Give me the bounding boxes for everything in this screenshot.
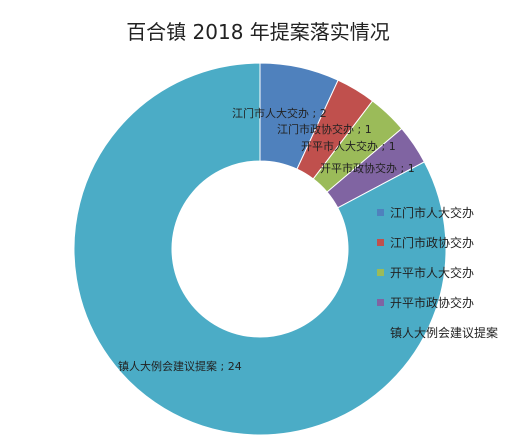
legend-swatch-2 (377, 239, 384, 246)
legend-swatch-1 (377, 209, 384, 216)
legend-label-1: 江门市人大交办 (390, 205, 474, 220)
legend-swatch-5 (377, 329, 384, 336)
data-label-2: 江门市政协交办 ; 1 (277, 122, 372, 136)
data-label-5: 镇人大例会建议提案 ; 24 (118, 359, 242, 373)
slice-5 (73, 62, 447, 436)
data-label-3: 开平市人大交办 ; 1 (301, 139, 396, 153)
legend-swatch-3 (377, 269, 384, 276)
legend-label-4: 开平市政协交办 (390, 295, 474, 310)
data-label-4: 开平市政协交办 ; 1 (320, 161, 415, 175)
legend-label-3: 开平市人大交办 (390, 265, 474, 280)
legend-label-5: 镇人大例会建议提案 (390, 325, 498, 340)
legend-swatch-4 (377, 299, 384, 306)
legend-label-2: 江门市政协交办 (390, 235, 474, 250)
slice-group (73, 62, 447, 436)
chart-title: 百合镇 2018 年提案落实情况 (126, 20, 390, 44)
data-label-1: 江门市人大交办 ; 2 (232, 106, 327, 120)
data-label-group: 江门市人大交办 ; 2 江门市政协交办 ; 1 开平市人大交办 ; 1 开平市政协交办… (118, 106, 415, 373)
